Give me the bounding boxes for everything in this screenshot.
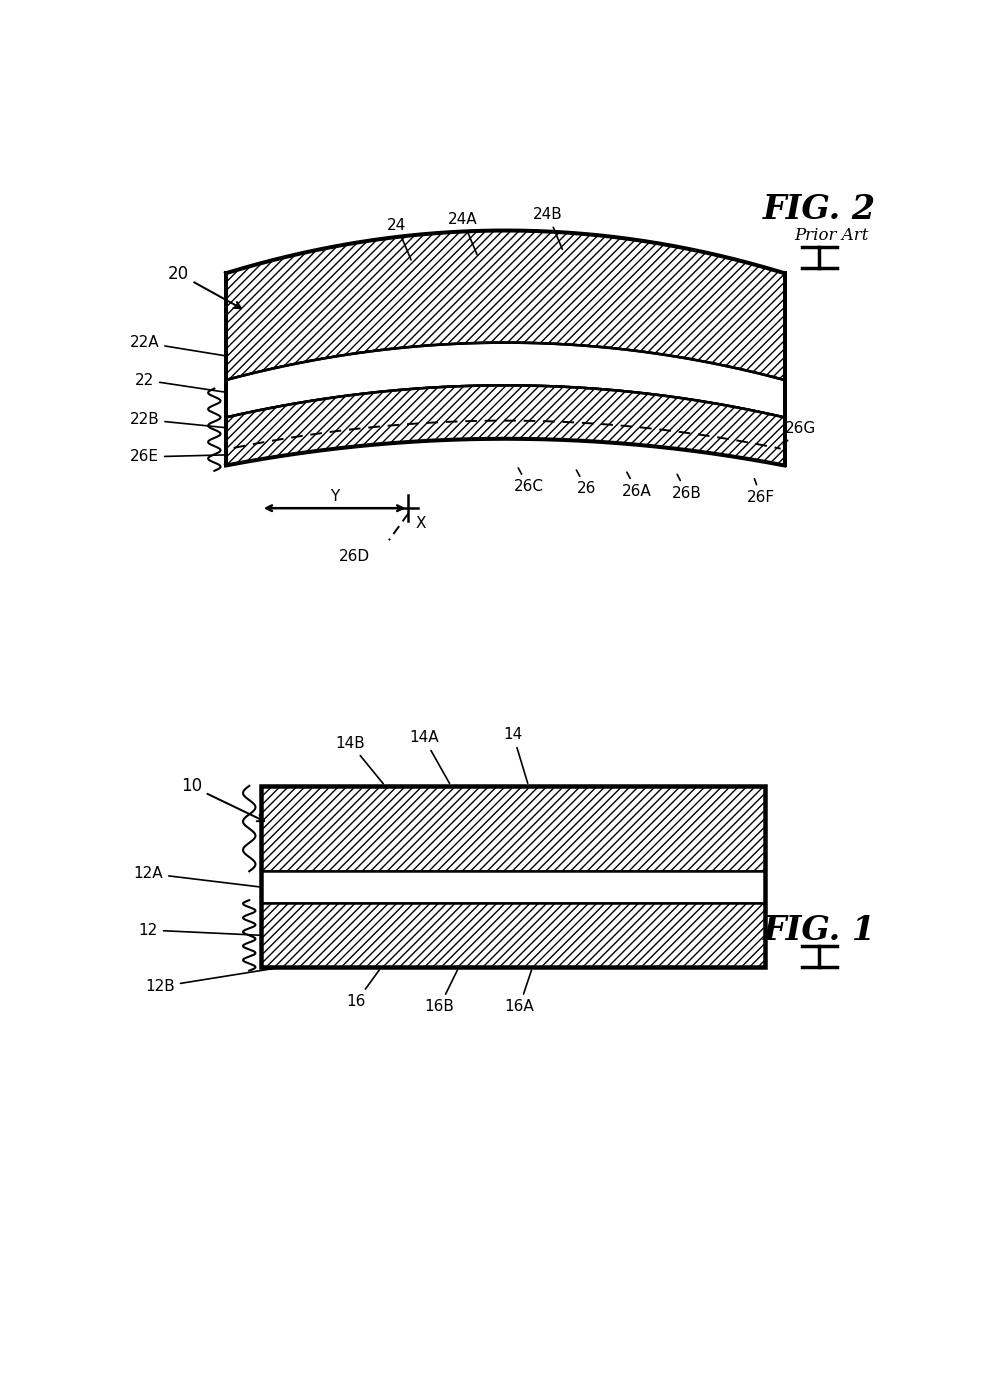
Polygon shape [226,343,785,417]
Text: 12B: 12B [145,968,277,994]
Text: 26G: 26G [783,420,816,445]
Polygon shape [226,230,785,380]
Text: X: X [416,516,426,531]
Text: 26F: 26F [747,479,776,505]
Text: 16A: 16A [505,970,535,1014]
Text: 22B: 22B [130,412,227,427]
Text: 12A: 12A [133,865,260,888]
Text: 26A: 26A [623,472,652,498]
Text: 22A: 22A [130,336,227,356]
Text: 14B: 14B [335,735,383,784]
Text: 26B: 26B [672,474,702,501]
Text: 10: 10 [181,777,264,821]
Text: 14A: 14A [409,731,449,784]
Text: 22: 22 [135,373,227,393]
Text: 26E: 26E [130,449,227,465]
Text: FIG. 2: FIG. 2 [763,193,876,226]
Polygon shape [226,386,785,466]
Bar [261,903,765,968]
Text: Prior Art: Prior Art [794,227,868,244]
Text: 14: 14 [504,727,528,784]
Bar [261,786,765,871]
Text: 12: 12 [139,922,260,938]
Text: 26D: 26D [338,549,369,563]
Text: 26: 26 [577,470,597,497]
Text: 16: 16 [346,970,379,1010]
Text: FIG. 1: FIG. 1 [763,914,876,946]
Text: 20: 20 [168,265,241,308]
Bar [261,871,765,903]
Text: 24: 24 [387,218,411,259]
Bar [261,786,765,968]
Text: 24A: 24A [447,212,477,255]
Text: 24B: 24B [534,207,563,250]
Text: Y: Y [330,490,339,503]
Text: 26C: 26C [514,467,544,494]
Text: 16B: 16B [424,970,457,1014]
